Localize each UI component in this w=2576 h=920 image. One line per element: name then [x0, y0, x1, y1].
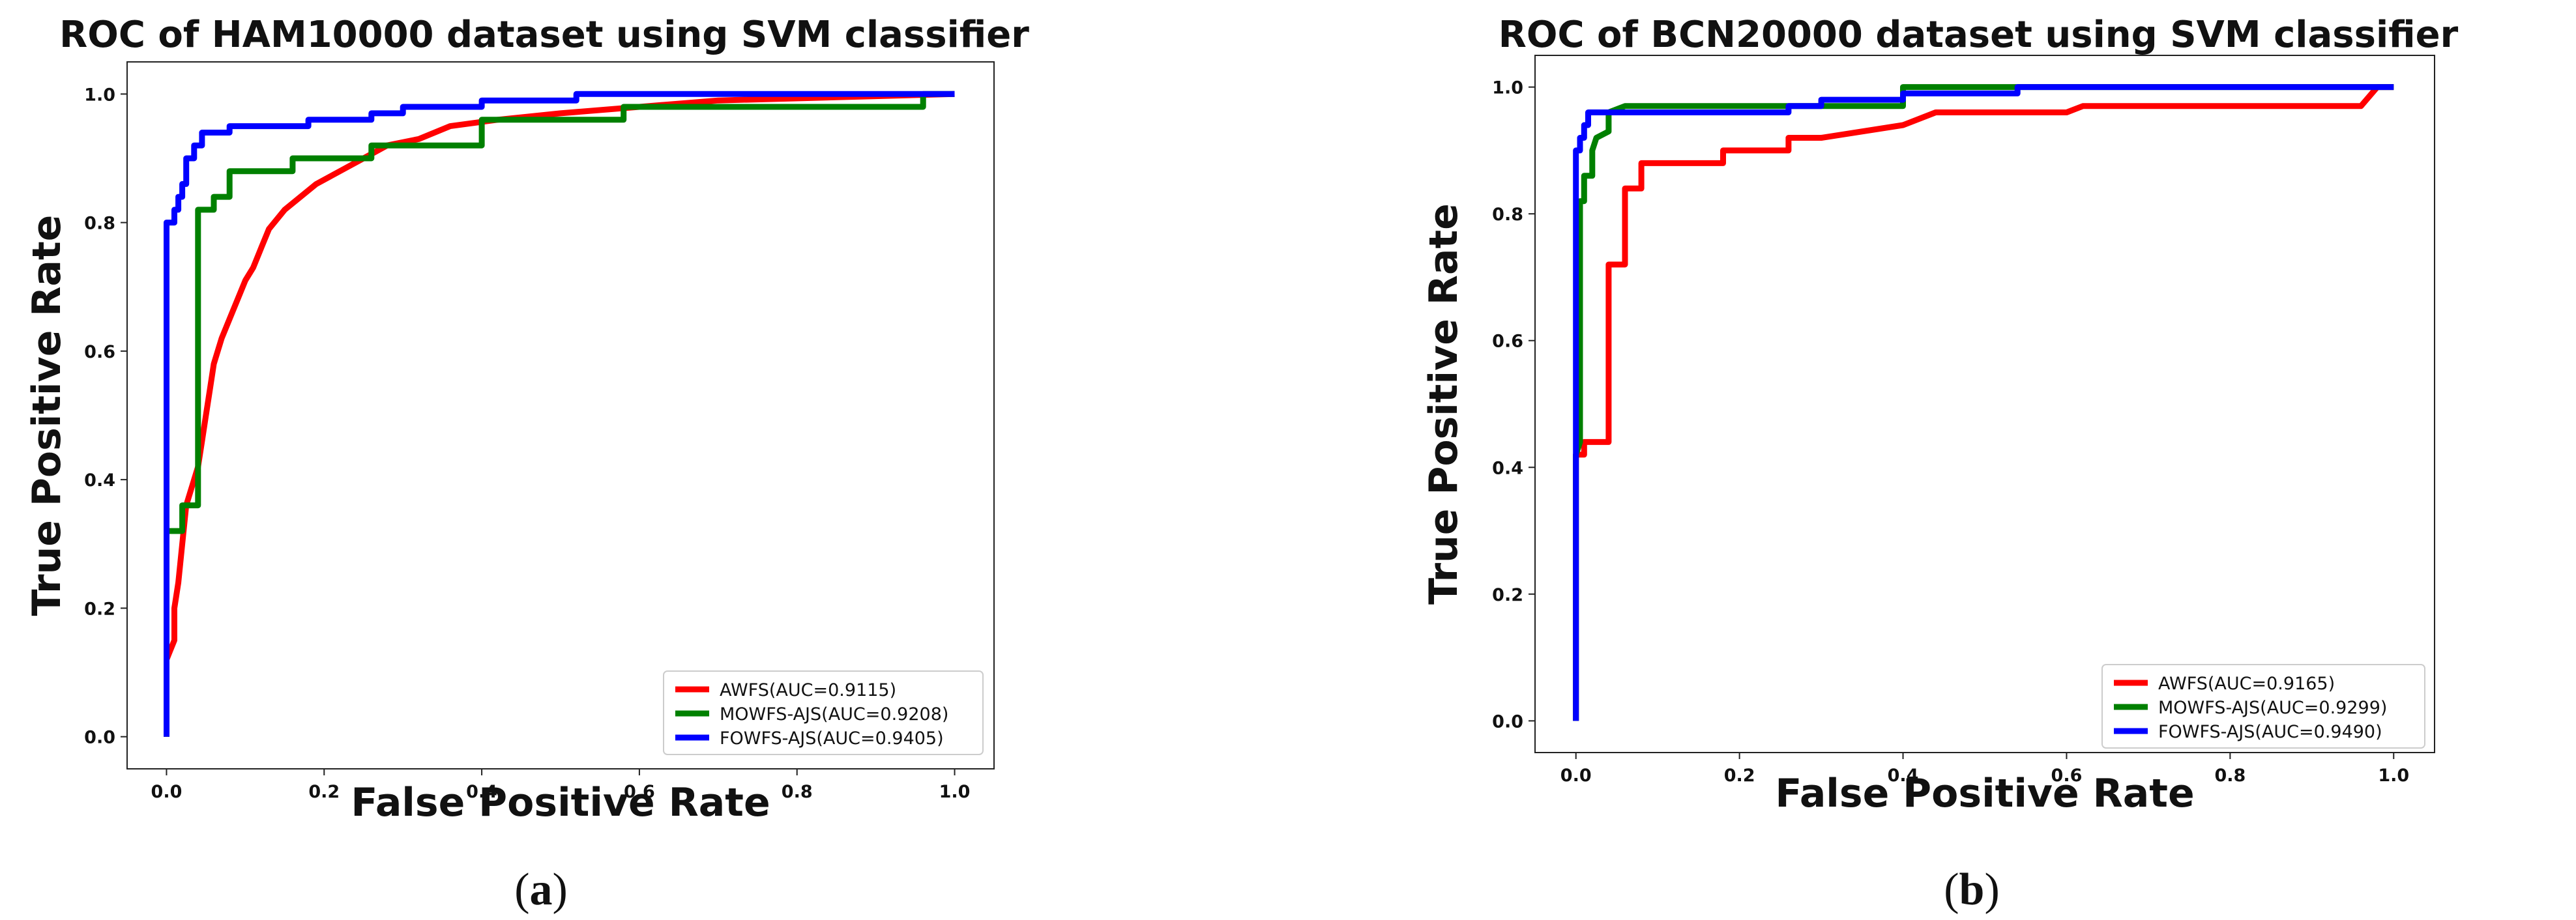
- series-line-mowfs-ajs: [1573, 84, 2394, 721]
- x-tick-label: 0.4: [466, 782, 497, 802]
- y-tick-label: 0.8: [1492, 205, 1523, 225]
- x-tick-label: 0.0: [151, 782, 183, 802]
- caption-open-paren: (: [514, 865, 529, 915]
- y-tick-label: 0.6: [84, 342, 115, 362]
- y-tick-label: 1.0: [1492, 78, 1523, 98]
- y-tick-label: 0.8: [84, 214, 115, 234]
- legend-box: [2101, 664, 2425, 749]
- x-axis-label: False Positive Rate: [351, 780, 770, 826]
- series-line-awfs: [1573, 84, 2394, 721]
- y-tick-label: 0.6: [1492, 332, 1523, 352]
- series-line-fowfs-ajs: [1573, 84, 2394, 721]
- plot-frame: [1534, 55, 2435, 753]
- x-tick-label: 0.2: [1724, 766, 1755, 786]
- x-tick-label: 1.0: [2378, 766, 2409, 786]
- y-tick-label: 0.2: [1492, 585, 1523, 605]
- y-tick-label: 0.4: [84, 470, 115, 491]
- caption-letter: b: [1959, 865, 1985, 915]
- legend-entry: AWFS(AUC=0.9115): [720, 680, 896, 700]
- caption-close-paren: ): [1984, 865, 1999, 915]
- legend-entry: FOWFS-AJS(AUC=0.9405): [720, 728, 944, 749]
- x-tick-label: 1.0: [939, 782, 971, 802]
- chart-panel-b: ROC of BCN20000 dataset using SVM classi…: [1421, 14, 2459, 915]
- legend-entry: MOWFS-AJS(AUC=0.9299): [2158, 698, 2387, 718]
- y-tick-label: 0.2: [84, 599, 115, 619]
- legend-entry: MOWFS-AJS(AUC=0.9208): [720, 704, 948, 725]
- legend-box: [663, 670, 984, 755]
- y-axis-label: True Positive Rate: [24, 215, 70, 616]
- panel-caption: (b): [1944, 865, 2000, 915]
- caption-close-paren: ): [553, 865, 568, 915]
- x-tick-label: 0.0: [1560, 766, 1592, 786]
- legend: AWFS(AUC=0.9115) MOWFS-AJS(AUC=0.9208) FOW…: [663, 670, 984, 755]
- chart-panel-a: ROC of HAM10000 dataset using SVM classi…: [24, 14, 1029, 915]
- y-tick-label: 0.0: [1492, 712, 1523, 732]
- chart-title: ROC of BCN20000 dataset using SVM classi…: [1499, 14, 2459, 56]
- caption-open-paren: (: [1944, 865, 1959, 915]
- x-axis-label: False Positive Rate: [1775, 771, 2194, 816]
- caption-letter: a: [530, 865, 553, 915]
- series-line-awfs: [164, 91, 955, 737]
- x-tick-label: 0.6: [624, 782, 655, 802]
- y-axis-label: True Positive Rate: [1421, 203, 1467, 605]
- legend-entry: FOWFS-AJS(AUC=0.9490): [2158, 722, 2382, 742]
- panel-caption: (a): [514, 865, 568, 915]
- y-tick-label: 0.0: [84, 728, 115, 748]
- x-tick-label: 0.2: [308, 782, 340, 802]
- x-tick-label: 0.6: [2051, 766, 2083, 786]
- x-tick-label: 0.8: [782, 782, 813, 802]
- x-tick-label: 0.4: [1888, 766, 1919, 786]
- x-tick-label: 0.8: [2214, 766, 2246, 786]
- series-line-mowfs-ajs: [164, 91, 955, 737]
- series-line-fowfs-ajs: [164, 91, 955, 737]
- legend: AWFS(AUC=0.9165) MOWFS-AJS(AUC=0.9299) FOW…: [2101, 664, 2425, 749]
- y-tick-label: 0.4: [1492, 458, 1523, 478]
- plot-frame: [126, 61, 995, 769]
- y-tick-label: 1.0: [84, 85, 115, 105]
- chart-title: ROC of HAM10000 dataset using SVM classi…: [59, 14, 1029, 56]
- legend-entry: AWFS(AUC=0.9165): [2158, 674, 2335, 694]
